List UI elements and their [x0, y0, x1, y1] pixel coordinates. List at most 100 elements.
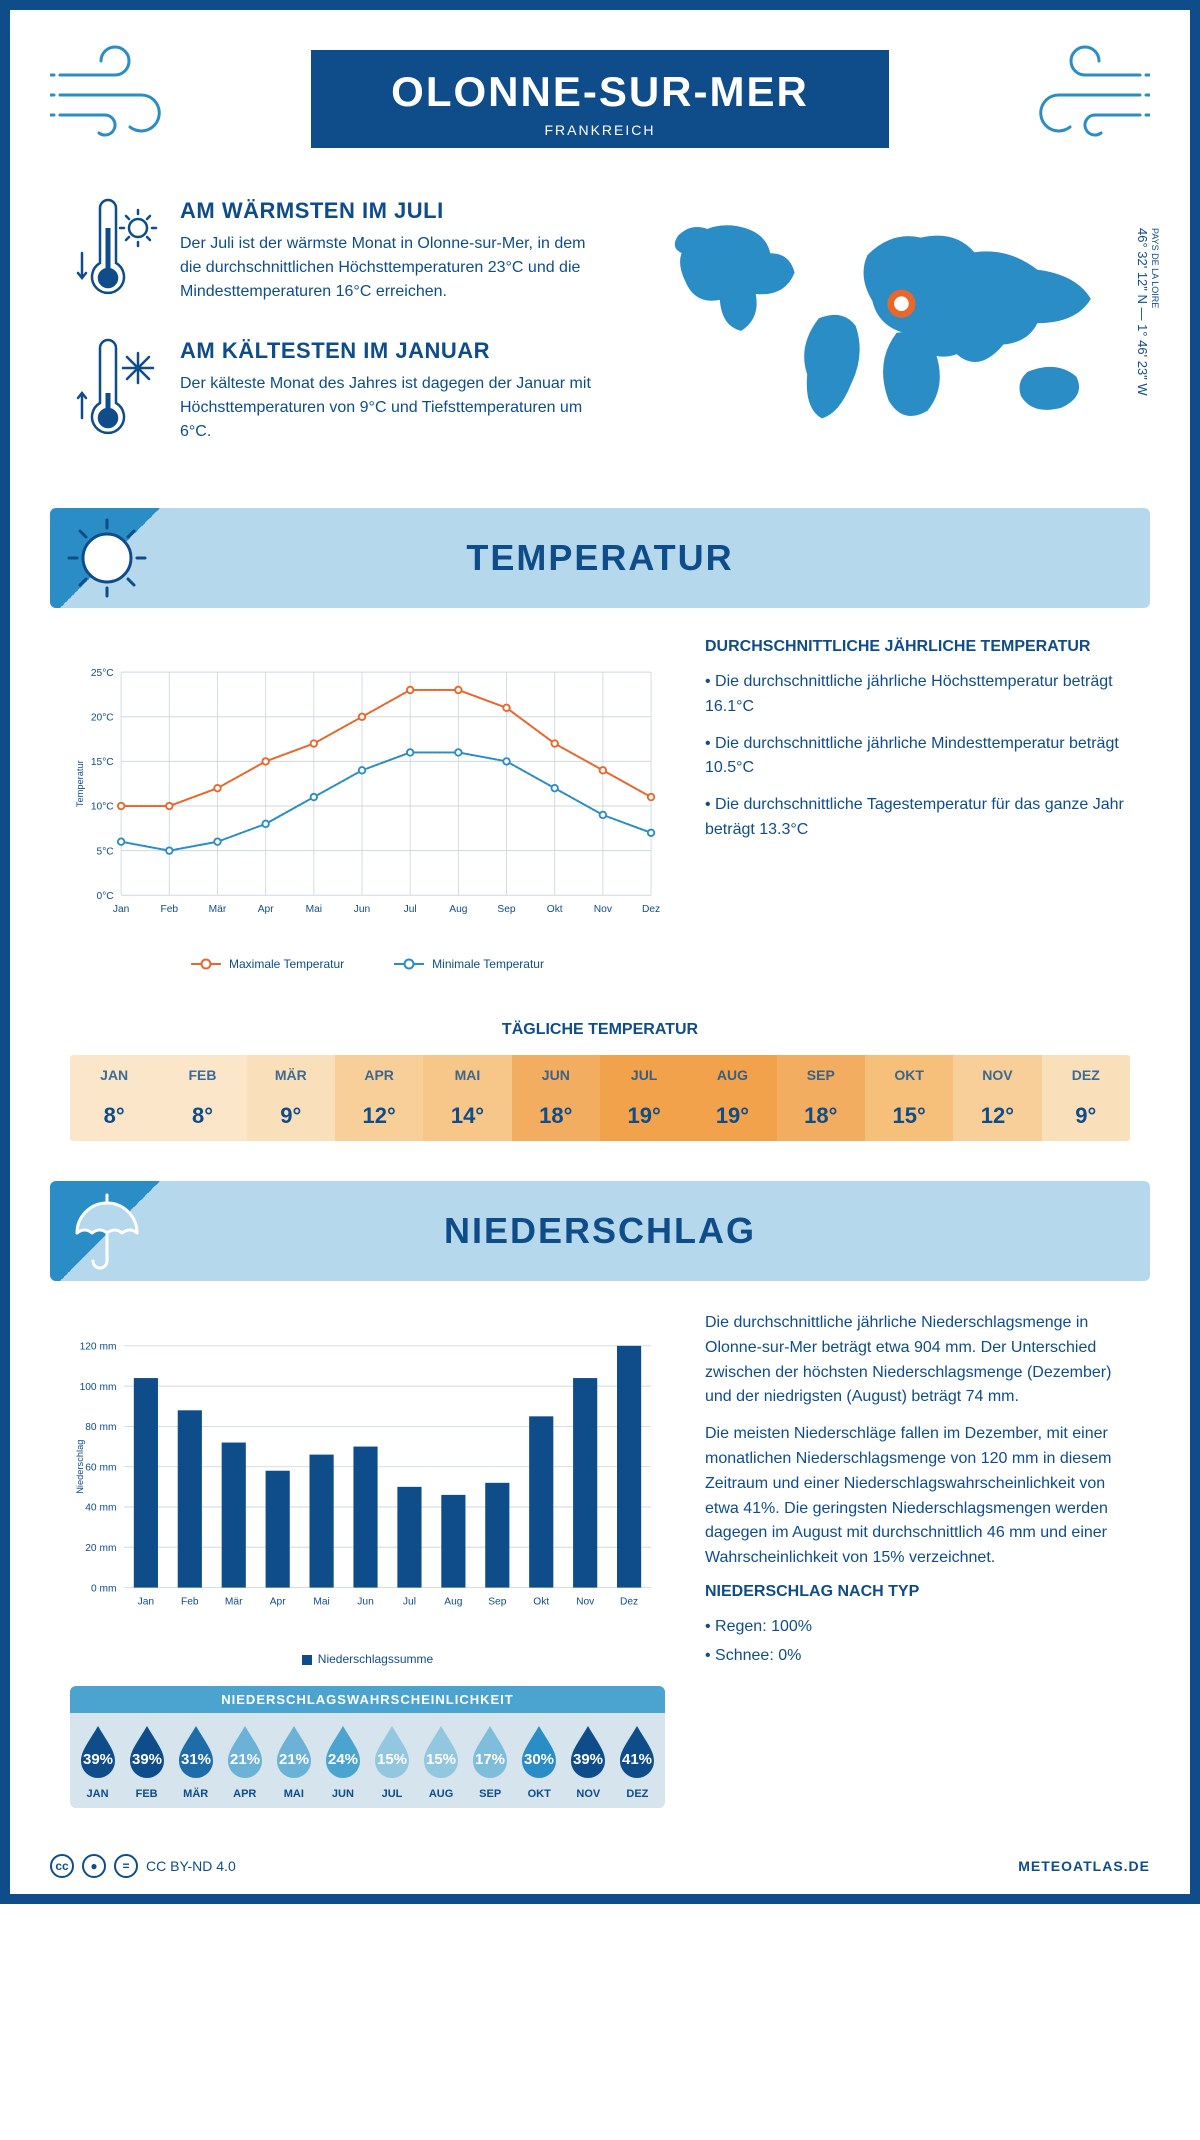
- umbrella-icon: [65, 1189, 150, 1274]
- header: OLONNE-SUR-MER FRANKREICH: [10, 10, 1190, 178]
- warmest-text: Der Juli ist der wärmste Monat in Olonne…: [180, 232, 604, 304]
- country-subtitle: FRANKREICH: [391, 122, 809, 138]
- svg-text:20 mm: 20 mm: [85, 1543, 116, 1554]
- svg-text:Okt: Okt: [547, 904, 563, 915]
- svg-text:21%: 21%: [230, 1751, 260, 1768]
- svg-text:Mär: Mär: [209, 904, 227, 915]
- precip-banner: NIEDERSCHLAG: [50, 1181, 1150, 1281]
- svg-text:Jun: Jun: [357, 1596, 374, 1607]
- temperature-row: 0°C5°C10°C15°C20°C25°CJanFebMärAprMaiJun…: [10, 638, 1190, 1001]
- temp-cell: AUG19°: [688, 1055, 776, 1141]
- svg-text:Okt: Okt: [533, 1596, 549, 1607]
- temp-cell: DEZ9°: [1042, 1055, 1130, 1141]
- rain-probability: NIEDERSCHLAGSWAHRSCHEINLICHKEIT 39%JAN39…: [70, 1686, 665, 1808]
- by-icon: ●: [82, 1854, 106, 1878]
- temp-cell: JUN18°: [512, 1055, 600, 1141]
- temp-cell: NOV12°: [953, 1055, 1041, 1141]
- coldest-text: Der kälteste Monat des Jahres ist dagege…: [180, 372, 604, 444]
- rain-drop: 15%AUG: [418, 1723, 465, 1800]
- svg-text:Niederschlag: Niederschlag: [75, 1440, 85, 1494]
- svg-text:Feb: Feb: [181, 1596, 199, 1607]
- svg-text:Jan: Jan: [138, 1596, 155, 1607]
- svg-text:Dez: Dez: [620, 1596, 638, 1607]
- svg-text:Apr: Apr: [258, 904, 274, 915]
- svg-text:Aug: Aug: [444, 1596, 462, 1607]
- license: cc ● = CC BY-ND 4.0: [50, 1854, 236, 1878]
- svg-text:39%: 39%: [573, 1751, 603, 1768]
- daily-temp-title: TÄGLICHE TEMPERATUR: [10, 1021, 1190, 1039]
- svg-text:80 mm: 80 mm: [85, 1422, 116, 1433]
- svg-text:Mai: Mai: [306, 904, 322, 915]
- rain-drop: 39%FEB: [123, 1723, 170, 1800]
- rain-drop: 15%JUL: [368, 1723, 415, 1800]
- svg-text:17%: 17%: [475, 1751, 505, 1768]
- svg-text:Sep: Sep: [488, 1596, 506, 1607]
- rain-drop: 21%MAI: [270, 1723, 317, 1800]
- svg-text:39%: 39%: [132, 1751, 162, 1768]
- temp-summary-bullets: • Die durchschnittliche jährliche Höchst…: [705, 670, 1130, 843]
- temp-cell: SEP18°: [777, 1055, 865, 1141]
- brand: METEOATLAS.DE: [1018, 1858, 1150, 1874]
- svg-text:Apr: Apr: [270, 1596, 286, 1607]
- svg-text:100 mm: 100 mm: [80, 1382, 117, 1393]
- svg-text:120 mm: 120 mm: [80, 1342, 117, 1353]
- svg-text:Dez: Dez: [642, 904, 660, 915]
- warmest-title: AM WÄRMSTEN IM JULI: [180, 198, 604, 224]
- svg-text:21%: 21%: [279, 1751, 309, 1768]
- city-title: OLONNE-SUR-MER: [391, 68, 809, 116]
- temp-cell: MÄR9°: [247, 1055, 335, 1141]
- coordinates: PAYS DE LA LOIRE 46° 32' 12" N — 1° 46' …: [1135, 228, 1160, 396]
- rain-drop: 17%SEP: [467, 1723, 514, 1800]
- wind-icon-left: [50, 40, 190, 150]
- temperature-title: TEMPERATUR: [466, 537, 733, 579]
- sun-icon: [65, 516, 150, 601]
- svg-text:Jul: Jul: [404, 904, 417, 915]
- temperature-banner: TEMPERATUR: [50, 508, 1150, 608]
- cc-icon: cc: [50, 1854, 74, 1878]
- temp-summary-title: DURCHSCHNITTLICHE JÄHRLICHE TEMPERATUR: [705, 638, 1130, 656]
- svg-text:Sep: Sep: [497, 904, 515, 915]
- rain-drop: 30%OKT: [516, 1723, 563, 1800]
- temperature-line-chart: 0°C5°C10°C15°C20°C25°CJanFebMärAprMaiJun…: [70, 638, 665, 948]
- svg-text:10°C: 10°C: [91, 802, 114, 813]
- svg-text:15%: 15%: [377, 1751, 407, 1768]
- precip-legend: Niederschlagssumme: [70, 1652, 665, 1666]
- temperature-legend: Maximale Temperatur Minimale Temperatur: [70, 957, 665, 971]
- svg-text:39%: 39%: [83, 1751, 113, 1768]
- precip-para-1: Die durchschnittliche jährliche Niedersc…: [705, 1311, 1130, 1410]
- svg-text:25°C: 25°C: [91, 668, 114, 679]
- temp-cell: APR12°: [335, 1055, 423, 1141]
- nd-icon: =: [114, 1854, 138, 1878]
- rain-drop: 21%APR: [221, 1723, 268, 1800]
- temp-cell: FEB8°: [158, 1055, 246, 1141]
- rain-drop: 24%JUN: [319, 1723, 366, 1800]
- title-banner: OLONNE-SUR-MER FRANKREICH: [311, 50, 889, 148]
- thermometer-cold-icon: [70, 338, 160, 448]
- temp-cell: JUL19°: [600, 1055, 688, 1141]
- svg-text:31%: 31%: [181, 1751, 211, 1768]
- rain-drop: 39%NOV: [565, 1723, 612, 1800]
- warmest-fact: AM WÄRMSTEN IM JULI Der Juli ist der wär…: [70, 198, 604, 308]
- rain-drop: 31%MÄR: [172, 1723, 219, 1800]
- temp-cell: JAN8°: [70, 1055, 158, 1141]
- svg-text:41%: 41%: [622, 1751, 652, 1768]
- svg-text:Temperatur: Temperatur: [75, 760, 85, 807]
- svg-text:40 mm: 40 mm: [85, 1503, 116, 1514]
- svg-text:5°C: 5°C: [97, 846, 114, 857]
- coldest-title: AM KÄLTESTEN IM JANUAR: [180, 338, 604, 364]
- temp-cell: OKT15°: [865, 1055, 953, 1141]
- footer: cc ● = CC BY-ND 4.0 METEOATLAS.DE: [10, 1838, 1190, 1894]
- svg-text:20°C: 20°C: [91, 712, 114, 723]
- world-map: [644, 198, 1130, 458]
- coldest-fact: AM KÄLTESTEN IM JANUAR Der kälteste Mona…: [70, 338, 604, 448]
- svg-text:60 mm: 60 mm: [85, 1462, 116, 1473]
- svg-text:Jan: Jan: [113, 904, 130, 915]
- precip-para-2: Die meisten Niederschläge fallen im Deze…: [705, 1422, 1130, 1571]
- svg-text:Feb: Feb: [161, 904, 179, 915]
- svg-text:30%: 30%: [524, 1751, 554, 1768]
- daily-temp-table: JAN8°FEB8°MÄR9°APR12°MAI14°JUN18°JUL19°A…: [70, 1055, 1130, 1141]
- svg-text:Jul: Jul: [403, 1596, 416, 1607]
- svg-text:Nov: Nov: [594, 904, 613, 915]
- svg-text:15%: 15%: [426, 1751, 456, 1768]
- precip-title: NIEDERSCHLAG: [444, 1210, 756, 1252]
